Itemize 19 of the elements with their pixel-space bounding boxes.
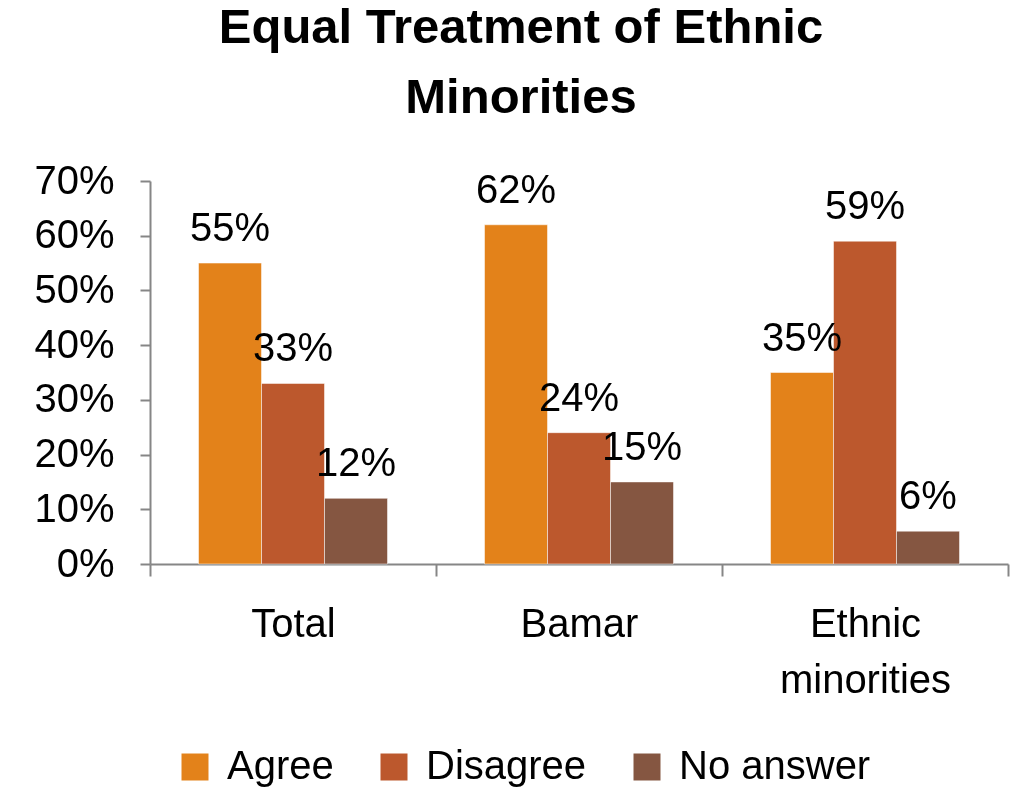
y-tick-label: 30%: [34, 376, 115, 421]
x-tick-label: Total: [251, 600, 336, 645]
y-tick-label: 20%: [34, 431, 115, 476]
y-tick-label: 60%: [34, 212, 115, 257]
x-tick-label: Bamar: [520, 600, 639, 645]
chart-title: Equal Treatment of Ethnic Minorities: [218, 0, 824, 123]
data-label: 6%: [899, 473, 957, 518]
data-label: 59%: [824, 183, 906, 228]
legend-label: No answer: [679, 743, 871, 787]
y-tick-label: 0%: [56, 540, 115, 585]
legend-label: Disagree: [426, 743, 587, 787]
data-label: 55%: [189, 205, 271, 250]
legend-label: Agree: [227, 743, 334, 787]
y-tick-label: 10%: [34, 485, 115, 530]
x-tick-label: Ethnic minorities: [779, 600, 952, 701]
y-tick-label: 70%: [34, 157, 115, 202]
data-label: 62%: [475, 166, 557, 211]
y-tick-label: 40%: [34, 321, 115, 366]
y-tick-label: 50%: [34, 266, 115, 311]
